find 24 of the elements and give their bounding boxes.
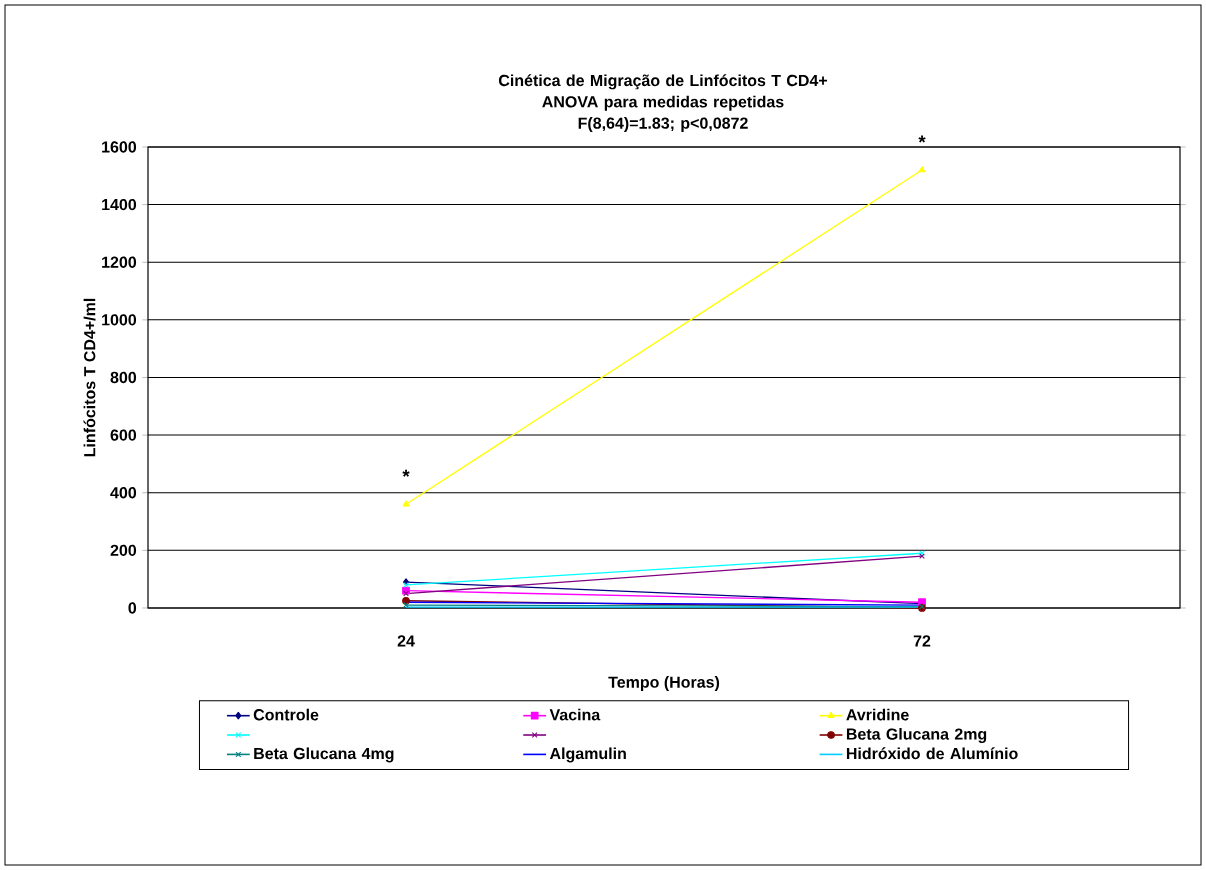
y-tick-label: 0 (128, 602, 137, 614)
legend-label: Vacina (549, 708, 601, 721)
legend-label: Controle (253, 708, 319, 721)
legend-label: Avridine (846, 708, 909, 721)
y-tick-label: 1400 (102, 198, 137, 211)
x-tick-label: 72 (913, 635, 931, 647)
y-tick-label: 600 (110, 429, 137, 441)
chart-subtitle: ANOVA para medidas repetidas F(8,64)=1.83; p<0,0872 (542, 95, 784, 132)
y-tick-label: 200 (110, 544, 137, 557)
y-tick-label: 1000 (102, 314, 137, 326)
x-tick-label: 24 (397, 635, 415, 647)
y-tick-label: 800 (110, 371, 137, 384)
legend-label: Hidróxido de Alumínio (846, 747, 1018, 760)
annotation: * (402, 469, 410, 477)
y-tick-label: 1600 (102, 141, 137, 153)
legend-label: Beta Glucana 2mg (846, 728, 987, 743)
x-axis-title: Tempo (Horas) (608, 676, 720, 691)
chart-title: Cinética de Migração de Linfócitos T CD4+ (498, 74, 828, 90)
y-axis-title: Linfócitos T CD4+/ml (83, 298, 96, 457)
y-tick-label: 1200 (102, 256, 137, 268)
y-tick-label: 400 (110, 487, 137, 499)
legend-label: Beta Glucana 4mg (254, 747, 394, 763)
text: * (918, 135, 926, 143)
legend-label: Algamulin (549, 747, 626, 763)
